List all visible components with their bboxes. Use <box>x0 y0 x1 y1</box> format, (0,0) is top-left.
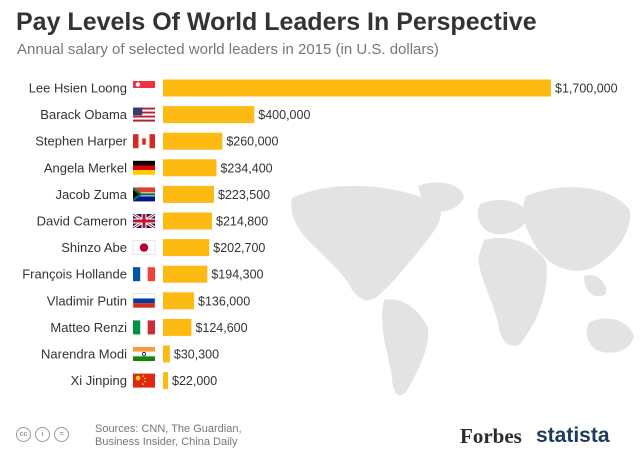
flag-japan-icon <box>132 240 156 255</box>
chart-row: Vladimir Putin $136,000 <box>47 292 250 310</box>
flag-italy-icon <box>133 320 155 335</box>
bar <box>163 185 215 203</box>
bar <box>163 345 170 363</box>
flag-canada-icon <box>133 134 155 149</box>
creative-commons-icon: cc <box>16 427 31 442</box>
flag-south-africa-icon <box>133 187 155 202</box>
chart-row: Jacob Zuma $223,500 <box>55 185 270 203</box>
category-label: Angela Merkel <box>44 160 127 175</box>
map-greenland <box>418 182 464 212</box>
flag-china-icon <box>133 373 155 388</box>
chart-row: Barack Obama $400,000 <box>40 106 310 124</box>
bar <box>163 106 255 124</box>
map-north-america <box>291 185 441 301</box>
map-asia <box>523 187 631 271</box>
chart-row: Narendra Modi $30,300 <box>41 345 219 363</box>
flag-russia-icon <box>132 293 156 309</box>
chart-row: Matteo Renzi $124,600 <box>50 318 248 336</box>
data-label: $124,600 <box>195 321 247 335</box>
chart-title: Pay Levels Of World Leaders In Perspecti… <box>16 8 537 36</box>
data-label: $22,000 <box>172 374 217 388</box>
license-icons: cc i = <box>16 427 69 442</box>
data-label: $194,300 <box>211 268 263 282</box>
sources-line-2: Business Insider, China Daily <box>95 436 238 448</box>
category-label: Jacob Zuma <box>55 187 127 202</box>
category-label: Shinzo Abe <box>61 240 127 255</box>
data-label: $1,700,000 <box>555 82 618 96</box>
chart-row: François Hollande $194,300 <box>22 265 264 283</box>
data-label: $260,000 <box>226 135 278 149</box>
attribution-icon: i <box>35 427 50 442</box>
map-southeast-asia <box>584 275 607 297</box>
chart-row: Angela Merkel $234,400 <box>44 159 273 177</box>
category-label: François Hollande <box>22 267 127 282</box>
data-label: $136,000 <box>198 294 250 308</box>
data-label: $214,800 <box>216 215 268 229</box>
bar <box>163 372 169 390</box>
statista-logo: statista <box>536 424 610 447</box>
map-europe <box>477 199 530 235</box>
bar <box>163 79 551 97</box>
flag-uk-icon <box>132 212 156 230</box>
no-derivatives-icon: = <box>54 427 69 442</box>
chart-row: Xi Jinping $22,000 <box>71 372 217 390</box>
flag-india-icon <box>133 347 155 361</box>
chart-row: Stephen Harper $260,000 <box>35 132 279 150</box>
category-label: Vladimir Putin <box>47 293 127 308</box>
data-label: $400,000 <box>258 108 310 122</box>
category-label: David Cameron <box>37 214 127 229</box>
sources-line-1: Sources: CNN, The Guardian, <box>95 423 242 435</box>
flag-singapore-icon <box>133 81 155 95</box>
data-label: $223,500 <box>218 188 270 202</box>
chart-row: Lee Hsien Loong $1,700,000 <box>29 79 618 97</box>
chart-row: Shinzo Abe $202,700 <box>61 239 265 257</box>
map-africa <box>478 238 547 346</box>
category-label: Xi Jinping <box>71 373 127 388</box>
data-label: $202,700 <box>213 241 265 255</box>
bar <box>163 265 208 283</box>
world-map-background <box>291 182 634 396</box>
flag-france-icon <box>133 267 155 282</box>
flag-usa-icon <box>133 107 155 122</box>
chart-row: David Cameron $214,800 <box>37 212 268 230</box>
map-australia <box>586 318 634 353</box>
data-label: $234,400 <box>220 161 272 175</box>
bar <box>163 132 223 150</box>
category-label: Lee Hsien Loong <box>29 81 127 96</box>
category-label: Stephen Harper <box>35 134 127 149</box>
bar <box>163 239 210 257</box>
flag-germany-icon <box>133 160 155 175</box>
category-label: Matteo Renzi <box>50 320 127 335</box>
sources-note: Sources: CNN, The Guardian, Business Ins… <box>95 423 242 449</box>
bar <box>163 159 217 177</box>
bar <box>163 292 195 310</box>
bar <box>163 318 192 336</box>
category-label: Barack Obama <box>40 107 127 122</box>
map-south-america <box>382 299 429 396</box>
category-label: Narendra Modi <box>41 347 127 362</box>
chart-subtitle: Annual salary of selected world leaders … <box>17 41 439 58</box>
data-label: $30,300 <box>174 348 219 362</box>
forbes-logo: Forbes <box>460 424 522 448</box>
bar <box>163 212 213 230</box>
